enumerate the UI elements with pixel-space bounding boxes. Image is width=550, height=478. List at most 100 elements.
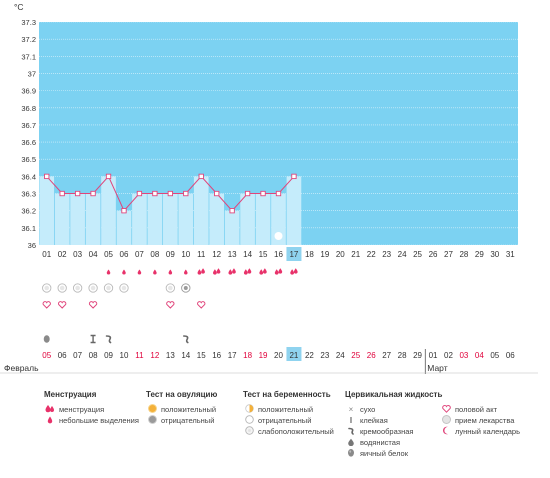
drop-cluster-icon [247, 268, 252, 274]
legend-item: прием лекарства [440, 415, 520, 426]
temperature-bar [54, 193, 70, 245]
legend-label: лунный календарь [455, 426, 521, 436]
temperature-point [44, 173, 50, 180]
calendar-date-label: 21 [289, 351, 298, 360]
legend-pregnancy: Тест на беременность положительный отриц… [243, 391, 334, 437]
drop-cluster-icon [213, 269, 217, 275]
temperature-point [198, 173, 204, 180]
legend-label: менструация [59, 404, 105, 414]
legend-title: Тест на беременность [243, 390, 331, 399]
legend-label: яичный белок [360, 448, 409, 458]
calendar-date-label: 05 [42, 351, 51, 360]
legend-label: кремообразная [360, 426, 414, 436]
calendar-date-label: 03 [459, 351, 468, 360]
calendar-date-label: 23 [320, 351, 329, 360]
bbt-chart: 36 36.1 36.2 36.3 36.4 36.5 36.6 36.7 36.8 36.9 37… [0, 2, 538, 374]
legend-item: кремообразная [345, 426, 442, 437]
drop-icon [122, 269, 126, 275]
cycle-day-label: 07 [135, 250, 144, 259]
cycle-day-label: 29 [475, 250, 484, 259]
legend-title: Цервикальная жидкость [345, 390, 443, 399]
calendar-date-label: 09 [104, 351, 113, 360]
legend-item: водянистая [345, 437, 442, 448]
temperature-bar [70, 193, 85, 245]
temperature-point [59, 190, 65, 197]
drop-cluster-icon [228, 269, 233, 275]
legend-item: менструация [44, 404, 139, 415]
month-label: Февраль [4, 363, 39, 373]
legend-item: I клейкая [345, 415, 442, 426]
temperature-point [244, 190, 251, 197]
legend-ovulation: Тест на овуляцию положительный отрицател… [146, 391, 217, 426]
heart-icon [58, 301, 67, 309]
calendar-date-label: 15 [197, 351, 206, 360]
drop-cluster-icon [197, 269, 202, 275]
cycle-day-label: 02 [58, 250, 67, 259]
cycle-day-label: 05 [104, 250, 113, 259]
temperature-bar [193, 176, 209, 245]
temperature-point [90, 190, 96, 197]
egg-white-icon [345, 448, 357, 459]
legend-other: половой акт прием лекарства лунный кален… [440, 404, 520, 437]
y-tick-label: 36.4 [21, 172, 36, 181]
calendar-date-label: 06 [58, 351, 67, 360]
legend-title: Менструация [44, 390, 97, 399]
calendar-date-label: 13 [166, 351, 175, 360]
temperature-bar [39, 176, 55, 245]
cycle-day-label: 20 [336, 250, 345, 259]
y-tick-label: 36.2 [21, 207, 36, 216]
temperature-point [121, 208, 127, 214]
drop-cluster-icon [259, 269, 264, 275]
temperature-bar [271, 193, 286, 245]
cycle-day-label: 04 [89, 250, 98, 259]
legend-title: Тест на овуляцию [146, 390, 218, 399]
legend-label: положительный [161, 404, 217, 414]
cycle-day-label: 01 [42, 250, 51, 259]
cycle-day-label: 13 [228, 250, 237, 259]
heart-icon [88, 301, 98, 309]
legend-label: положительный [258, 404, 314, 414]
month-label: Март [427, 363, 447, 373]
cycle-day-label: 16 [274, 250, 283, 259]
temperature-point [105, 173, 112, 180]
cycle-day-label: 06 [120, 250, 129, 259]
temperature-bar [240, 193, 255, 245]
calendar-date-label: 16 [212, 351, 221, 360]
y-tick-label: 36.1 [21, 224, 36, 233]
drop-icon [184, 269, 188, 275]
drop-icon [168, 269, 173, 275]
legend-label: небольшие выделения [59, 415, 139, 425]
temperature-bar [132, 193, 147, 245]
y-tick-label: 36.8 [21, 104, 36, 113]
temperature-point [275, 190, 282, 197]
cycle-day-label: 11 [197, 250, 206, 259]
cycle-day-label: 24 [398, 250, 407, 259]
calendar-date-label: 07 [73, 351, 82, 360]
calendar-date-label: 28 [398, 351, 407, 360]
legend-item: небольшие выделения [44, 415, 139, 426]
drop-icon [106, 269, 111, 275]
calendar-date-label: 27 [382, 351, 391, 360]
temperature-bar [178, 193, 194, 245]
sticky-icon: I [349, 415, 353, 425]
temperature-point [152, 190, 158, 197]
cross-icon: × [348, 404, 354, 414]
legend-item: положительный [243, 404, 334, 415]
calendar-date-label: 06 [506, 351, 515, 360]
faint-circle-icon [243, 426, 255, 437]
y-tick-label: 37.1 [21, 52, 36, 61]
legend-label: клейкая [360, 415, 388, 425]
legend-label: слабоположительный [258, 426, 334, 436]
calendar-date-label: 12 [150, 351, 159, 360]
legend-label: прием лекарства [455, 415, 515, 425]
calendar-date-label: 18 [243, 351, 252, 360]
cycle-day-label: 17 [289, 250, 298, 259]
legend-menstruation: Менструация менструация небольшие выделе… [44, 391, 139, 426]
heart-icon [42, 301, 51, 309]
cycle-day-label: 08 [150, 250, 159, 259]
temperature-point [260, 190, 266, 197]
temperature-bar [209, 193, 225, 245]
y-tick-label: 36.5 [21, 155, 36, 164]
y-tick-label: 36.9 [21, 87, 36, 96]
